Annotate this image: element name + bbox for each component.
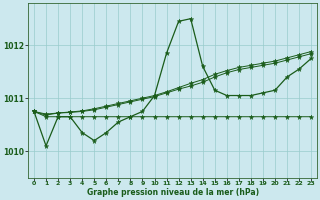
X-axis label: Graphe pression niveau de la mer (hPa): Graphe pression niveau de la mer (hPa) (86, 188, 259, 197)
